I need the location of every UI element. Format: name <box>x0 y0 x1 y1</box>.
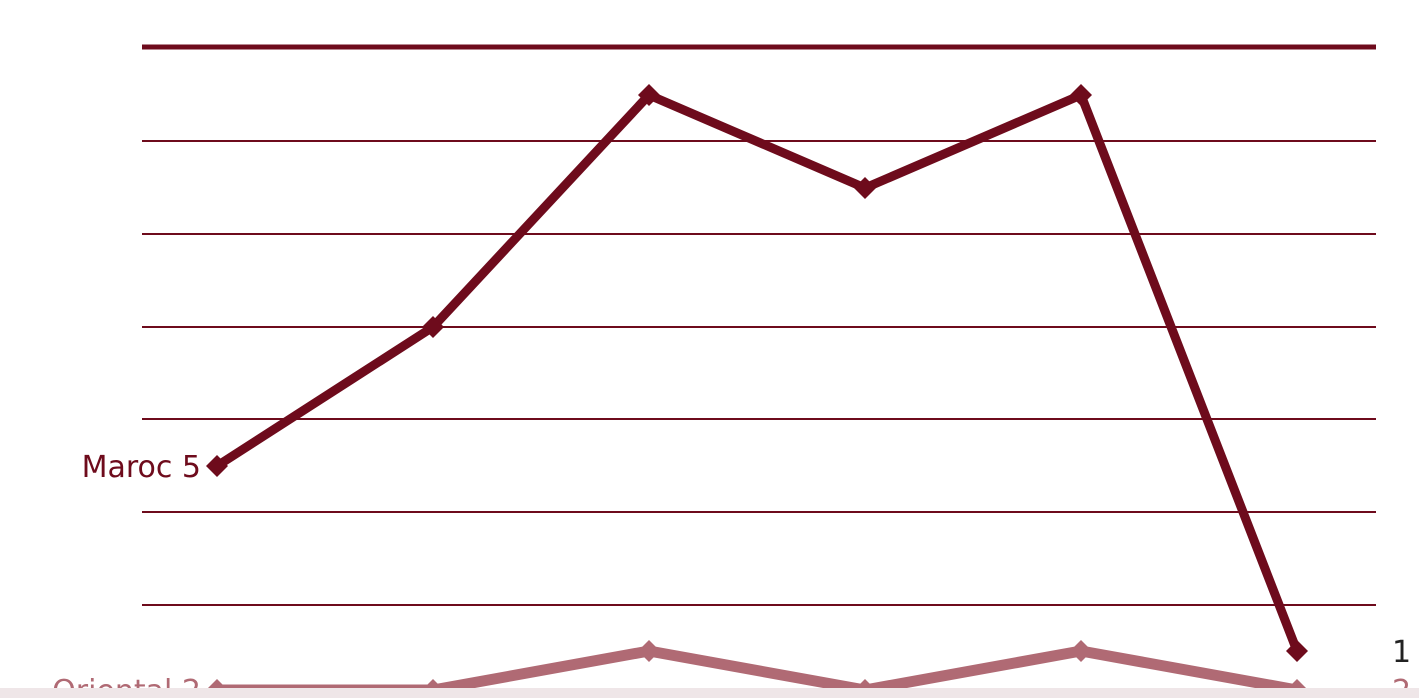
gridlines <box>142 44 1376 606</box>
data-point <box>422 316 444 338</box>
series-start-label: Maroc 5 <box>82 450 201 485</box>
data-point <box>206 455 228 477</box>
bottom-band <box>0 688 1419 698</box>
data-point <box>854 177 876 199</box>
data-point <box>1286 640 1308 662</box>
data-point <box>638 640 660 662</box>
series-line <box>211 645 1303 696</box>
series-end-label: 1 <box>1392 635 1411 670</box>
data-point <box>638 84 660 106</box>
data-point <box>1070 84 1092 106</box>
data-point <box>1070 640 1092 662</box>
series-maroc <box>206 84 1308 662</box>
series-line <box>212 90 1302 656</box>
